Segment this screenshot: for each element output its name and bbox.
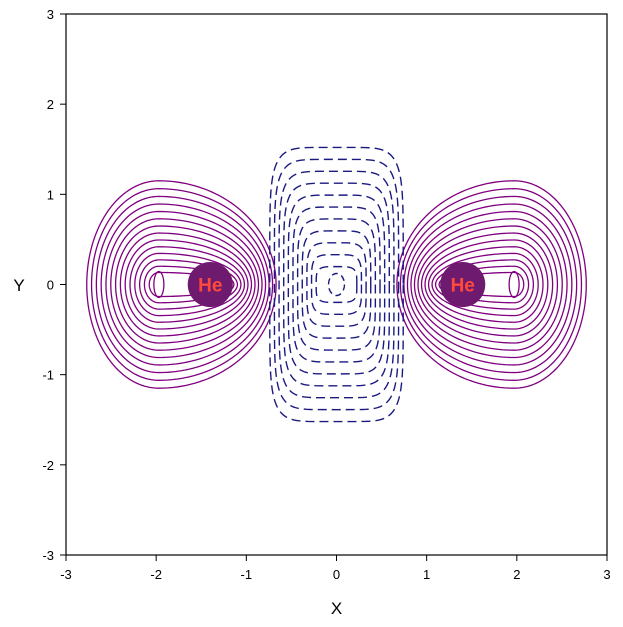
y-tick-label: 3 (47, 7, 54, 22)
positive-contour (124, 239, 249, 330)
negative-contour (310, 254, 363, 315)
atom-circle (187, 261, 233, 308)
negative-contour (327, 272, 346, 297)
positive-contour (129, 246, 246, 323)
positive-contour (431, 252, 539, 317)
x-tick-label: -2 (150, 567, 162, 582)
negative-contour (282, 182, 391, 387)
positive-contour (138, 259, 239, 310)
negative-contour (287, 194, 386, 375)
y-tick-label: 1 (47, 187, 54, 202)
y-tick-label: 2 (47, 97, 54, 112)
atom-circle (440, 261, 486, 308)
positive-contour (438, 265, 530, 304)
positive-contour (427, 246, 544, 323)
negative-contour (269, 146, 404, 423)
positive-contour (110, 218, 260, 351)
positive-contour (114, 225, 256, 344)
atom-label: He (451, 276, 475, 297)
x-axis-label: X (331, 599, 342, 618)
positive-contour (410, 210, 568, 359)
positive-contour (86, 180, 277, 389)
positive-contour (396, 180, 587, 389)
atom-label: He (198, 276, 222, 297)
x-tick-label: 2 (513, 567, 520, 582)
negative-contour (306, 242, 367, 327)
positive-contour (508, 270, 520, 299)
positive-contour (406, 203, 573, 366)
y-tick-label: -2 (42, 458, 54, 473)
positive-contour (417, 225, 559, 344)
positive-contour (434, 259, 535, 310)
y-axis-ticks: -3 -2 -1 0 1 2 3 (42, 7, 66, 563)
y-tick-label: -1 (42, 368, 54, 383)
positive-contour (424, 239, 549, 330)
negative-contour (296, 218, 377, 351)
positive-contour (399, 188, 583, 381)
x-axis-ticks: -3 -2 -1 0 1 2 3 (60, 555, 611, 582)
negative-contour (273, 158, 400, 411)
positive-contour (100, 203, 267, 366)
atom-markers: He He (187, 261, 486, 308)
negative-contour (278, 170, 395, 399)
x-tick-label: -1 (241, 567, 253, 582)
x-tick-label: 1 (423, 567, 430, 582)
positive-contour (153, 270, 165, 299)
positive-contour (413, 218, 563, 351)
positive-contour (95, 195, 270, 374)
positive-contour (134, 252, 242, 317)
x-tick-label: -3 (60, 567, 72, 582)
y-tick-label: 0 (47, 278, 54, 293)
negative-contour (301, 230, 372, 339)
positive-contour (420, 232, 554, 337)
y-axis-label: Y (13, 276, 24, 295)
positive-contour (119, 232, 253, 337)
positive-contour (105, 210, 263, 359)
positive-contour (403, 195, 578, 374)
x-tick-label: 3 (603, 567, 610, 582)
negative-contour (315, 265, 358, 304)
x-tick-label: 0 (333, 567, 340, 582)
negative-contour (292, 206, 381, 363)
y-tick-label: -3 (42, 548, 54, 563)
positive-contour (90, 188, 274, 381)
